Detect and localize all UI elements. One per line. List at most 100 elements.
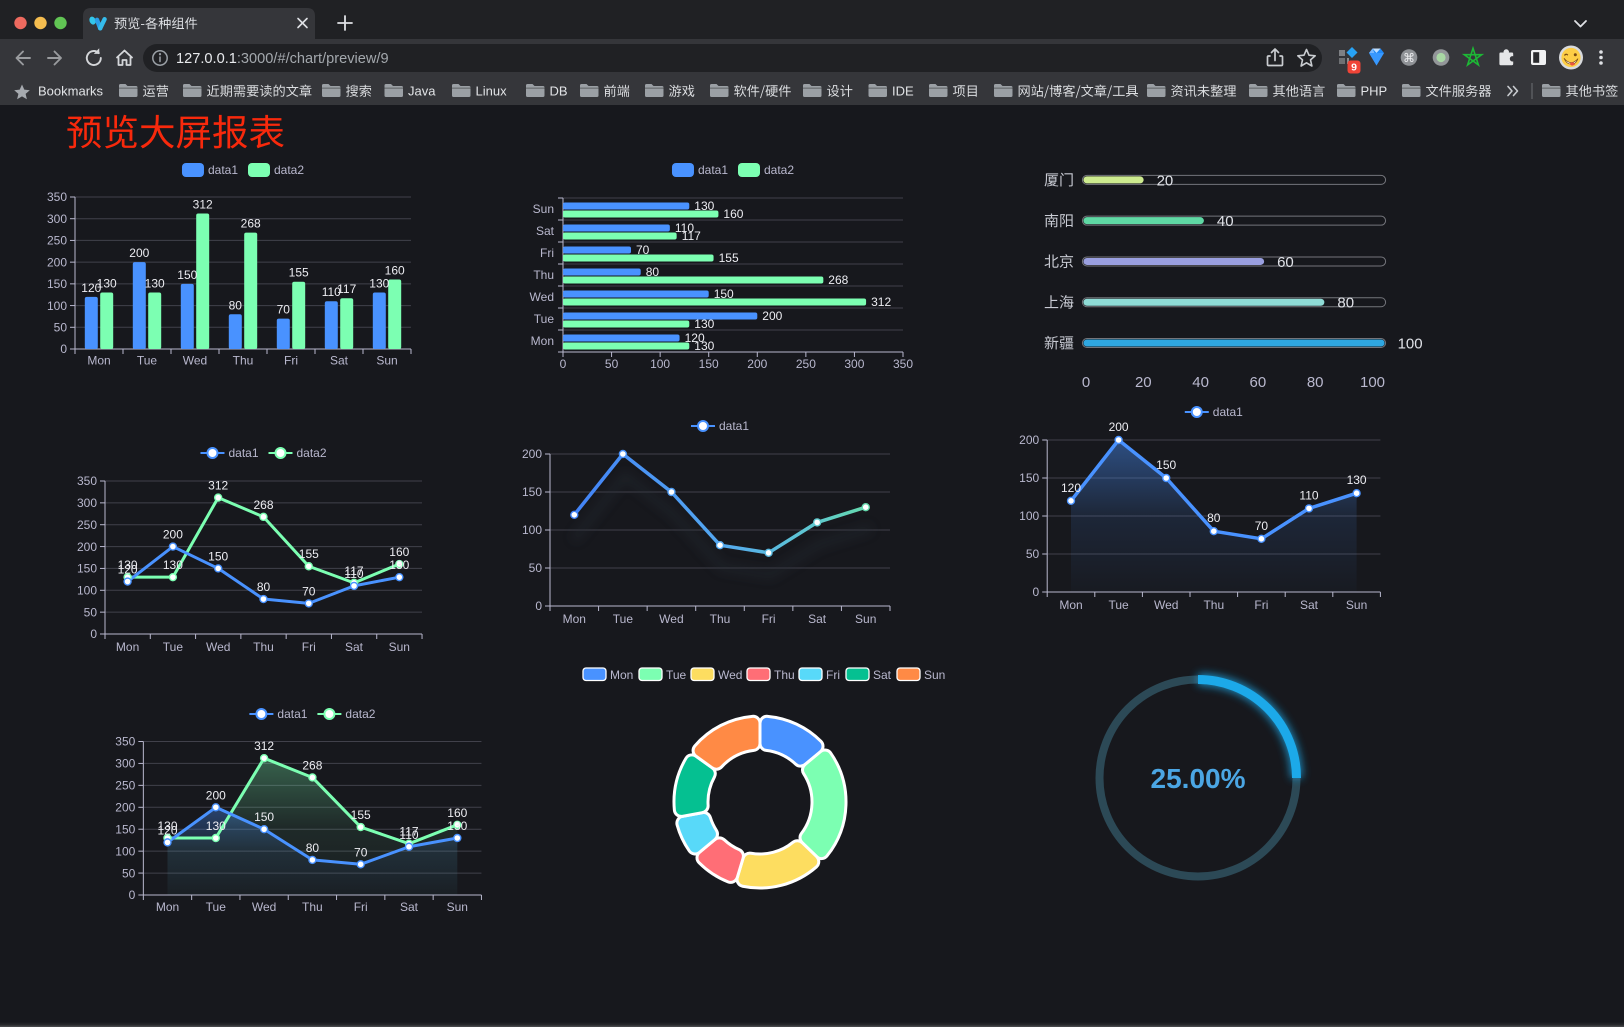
svg-text:100: 100 xyxy=(77,584,97,598)
svg-text:250: 250 xyxy=(77,518,97,532)
svg-text:0: 0 xyxy=(60,342,67,356)
svg-text:0: 0 xyxy=(129,888,136,902)
svg-text:Sat: Sat xyxy=(345,640,364,654)
svg-text:Sun: Sun xyxy=(447,900,468,914)
svg-text:150: 150 xyxy=(208,549,228,563)
svg-text:50: 50 xyxy=(54,321,68,335)
svg-text:Thu: Thu xyxy=(1203,598,1224,612)
svg-text:Thu: Thu xyxy=(253,640,274,654)
svg-text:Fri: Fri xyxy=(354,900,368,914)
svg-text:Sat: Sat xyxy=(330,354,349,368)
svg-text:117: 117 xyxy=(399,825,418,839)
svg-text:50: 50 xyxy=(1026,547,1040,561)
svg-text:70: 70 xyxy=(636,243,650,257)
svg-text:130: 130 xyxy=(157,819,177,833)
svg-text:80: 80 xyxy=(306,841,320,855)
svg-text:130: 130 xyxy=(389,558,409,572)
svg-text:80: 80 xyxy=(1337,295,1354,312)
svg-text:Wed: Wed xyxy=(183,354,207,368)
svg-text:350: 350 xyxy=(77,474,97,488)
svg-text:Fri: Fri xyxy=(762,612,776,626)
svg-text:130: 130 xyxy=(206,819,226,833)
svg-text:100: 100 xyxy=(650,357,670,371)
svg-text:Mon: Mon xyxy=(116,640,139,654)
svg-text:117: 117 xyxy=(337,282,356,296)
svg-text:Tue: Tue xyxy=(534,312,555,326)
svg-text:25.00%: 25.00% xyxy=(1151,763,1246,794)
svg-text:Fri: Fri xyxy=(284,354,298,368)
svg-text:130: 130 xyxy=(694,317,714,331)
svg-text:Mon: Mon xyxy=(1059,598,1082,612)
svg-text:Thu: Thu xyxy=(533,268,554,282)
svg-text:Thu: Thu xyxy=(233,354,254,368)
svg-text:data1: data1 xyxy=(208,163,238,177)
svg-text:0: 0 xyxy=(90,627,97,641)
svg-text:150: 150 xyxy=(47,277,67,291)
svg-text:200: 200 xyxy=(522,447,542,461)
svg-text:60: 60 xyxy=(1250,374,1267,391)
svg-text:70: 70 xyxy=(277,303,291,317)
svg-text:data1: data1 xyxy=(719,419,749,433)
svg-text:Java: Java xyxy=(408,84,436,99)
svg-text:Sat: Sat xyxy=(400,900,419,914)
svg-text:Tue: Tue xyxy=(137,354,158,368)
svg-text:350: 350 xyxy=(893,357,913,371)
svg-text:Tue: Tue xyxy=(666,668,687,682)
svg-text:200: 200 xyxy=(77,540,97,554)
svg-text:268: 268 xyxy=(241,217,261,231)
svg-text:155: 155 xyxy=(289,266,309,280)
svg-text:Wed: Wed xyxy=(530,290,554,304)
svg-text:120: 120 xyxy=(685,331,705,345)
svg-text:data2: data2 xyxy=(274,163,304,177)
svg-text:50: 50 xyxy=(529,561,543,575)
svg-text:Sun: Sun xyxy=(855,612,876,626)
svg-text:20: 20 xyxy=(1135,374,1152,391)
svg-text:130: 130 xyxy=(694,199,714,213)
svg-text:200: 200 xyxy=(129,246,149,260)
svg-text:130: 130 xyxy=(118,558,138,572)
svg-text:80: 80 xyxy=(1307,374,1324,391)
svg-text:110: 110 xyxy=(322,285,341,299)
svg-text:Fri: Fri xyxy=(826,668,840,682)
svg-text:Tue: Tue xyxy=(613,612,634,626)
svg-text:155: 155 xyxy=(351,808,371,822)
svg-text:Sat: Sat xyxy=(808,612,827,626)
svg-text:Sat: Sat xyxy=(1300,598,1319,612)
svg-text:Sun: Sun xyxy=(924,668,945,682)
svg-text:312: 312 xyxy=(871,295,891,309)
svg-text:Fri: Fri xyxy=(540,246,554,260)
svg-text:200: 200 xyxy=(206,788,226,802)
svg-text:40: 40 xyxy=(1192,374,1209,391)
svg-text:Sun: Sun xyxy=(1346,598,1367,612)
svg-text:80: 80 xyxy=(257,580,271,594)
svg-text:312: 312 xyxy=(254,739,274,753)
svg-text:Thu: Thu xyxy=(302,900,323,914)
svg-text:130: 130 xyxy=(145,277,165,291)
svg-text:data1: data1 xyxy=(698,163,728,177)
svg-text:Sun: Sun xyxy=(389,640,410,654)
svg-text:150: 150 xyxy=(254,810,274,824)
svg-text:350: 350 xyxy=(47,190,67,204)
svg-text:110: 110 xyxy=(344,567,363,581)
svg-text:200: 200 xyxy=(1109,420,1129,434)
svg-text:120: 120 xyxy=(157,823,177,837)
svg-text:130: 130 xyxy=(97,277,117,291)
svg-text:100: 100 xyxy=(47,299,67,313)
svg-text:110: 110 xyxy=(399,828,418,842)
svg-text:155: 155 xyxy=(299,547,319,561)
svg-text:Sun: Sun xyxy=(376,354,397,368)
svg-text:110: 110 xyxy=(1299,488,1318,502)
svg-text:Mon: Mon xyxy=(87,354,110,368)
svg-text:Wed: Wed xyxy=(718,668,742,682)
svg-text:80: 80 xyxy=(229,298,243,312)
svg-text:117: 117 xyxy=(682,229,701,243)
svg-text:250: 250 xyxy=(47,234,67,248)
svg-text:150: 150 xyxy=(522,485,542,499)
svg-text:Bookmarks: Bookmarks xyxy=(38,84,104,99)
svg-text:Thu: Thu xyxy=(710,612,731,626)
svg-text:350: 350 xyxy=(115,735,135,749)
svg-text:117: 117 xyxy=(344,564,363,578)
svg-text:data2: data2 xyxy=(297,446,327,460)
svg-text:Fri: Fri xyxy=(302,640,316,654)
svg-text:Mon: Mon xyxy=(531,334,554,348)
